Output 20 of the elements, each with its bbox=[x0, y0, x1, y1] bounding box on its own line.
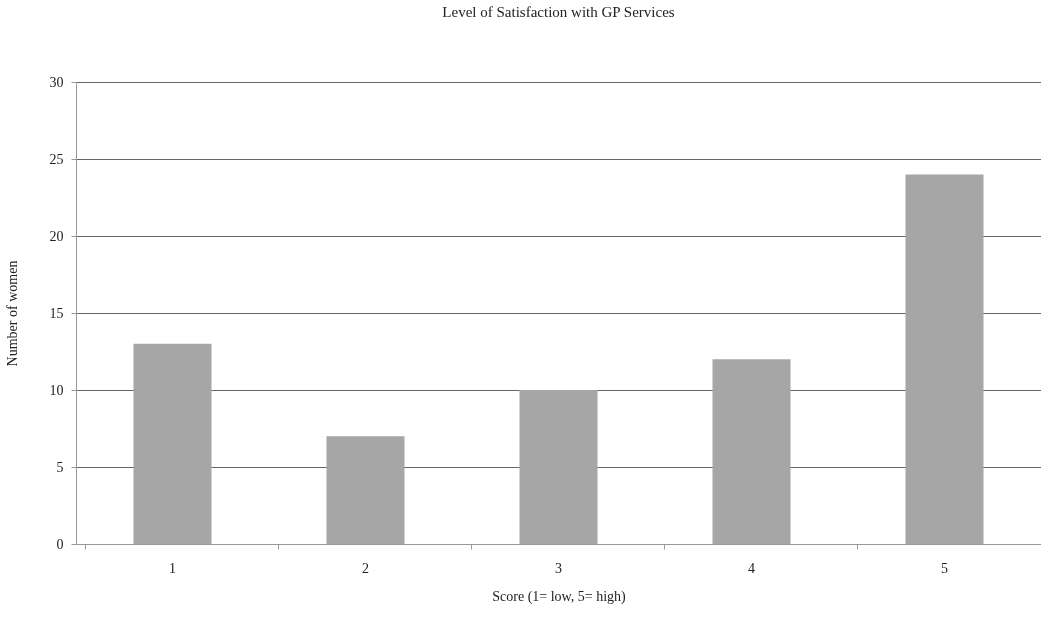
x-tick-label: 2 bbox=[362, 560, 369, 576]
y-tick-label: 20 bbox=[49, 228, 64, 244]
y-tick-label: 10 bbox=[49, 382, 64, 398]
y-axis-title: Number of women bbox=[4, 260, 20, 367]
x-tick-label: 1 bbox=[169, 560, 176, 576]
x-tick-label: 5 bbox=[941, 560, 948, 576]
y-tick-label: 0 bbox=[56, 536, 64, 552]
bar bbox=[519, 390, 598, 544]
chart-title: Level of Satisfaction with GP Services bbox=[442, 4, 675, 20]
y-tick-label: 25 bbox=[49, 151, 64, 167]
x-tick-label: 4 bbox=[748, 560, 755, 576]
bar bbox=[133, 343, 212, 544]
x-tick-label: 3 bbox=[555, 560, 562, 576]
bar bbox=[712, 359, 791, 544]
y-tick-label: 15 bbox=[49, 305, 64, 321]
x-axis-title: Score (1= low, 5= high) bbox=[492, 588, 627, 605]
bar bbox=[326, 436, 405, 544]
bar bbox=[905, 174, 984, 544]
y-tick-label: 30 bbox=[49, 74, 64, 90]
y-tick-label: 5 bbox=[56, 459, 64, 475]
